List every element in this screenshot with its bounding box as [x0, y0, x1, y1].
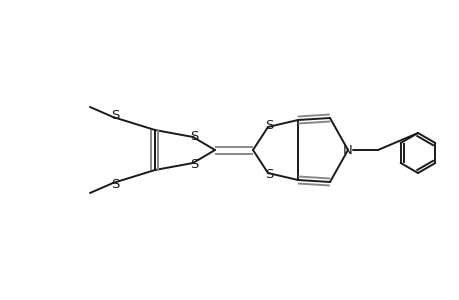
Text: S: S — [264, 118, 273, 131]
Text: S: S — [190, 130, 198, 142]
Text: S: S — [190, 158, 198, 170]
Text: S: S — [264, 169, 273, 182]
Text: N: N — [342, 143, 352, 157]
Text: S: S — [111, 109, 119, 122]
Text: S: S — [111, 178, 119, 191]
